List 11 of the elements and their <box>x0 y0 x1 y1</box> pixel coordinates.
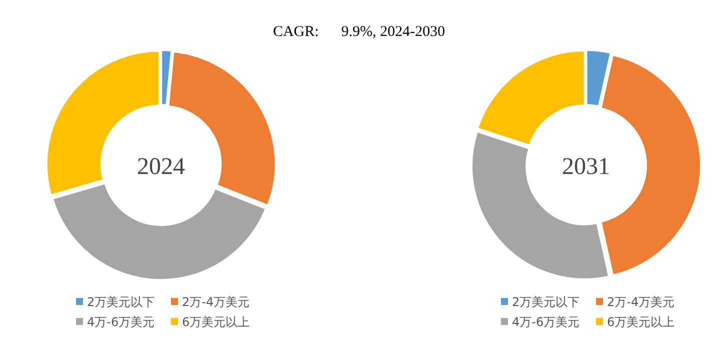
legend-label: 6万美元以上 <box>607 315 675 329</box>
text: CAGR: 9.9%, 2024-2030 <box>272 24 446 40</box>
legend-label: 4万-6万美元 <box>87 315 155 329</box>
legend-label: 2万美元以下 <box>87 295 155 309</box>
legend-label: 6万美元以上 <box>182 315 250 329</box>
legend-label: 2万-4万美元 <box>182 295 250 309</box>
text: 2031 <box>562 154 610 180</box>
text: 2024 <box>137 154 185 180</box>
legend-label: 4万-6万美元 <box>512 315 580 329</box>
legend-label: 2万-4万美元 <box>607 295 675 309</box>
legend-label: 2万美元以下 <box>512 295 580 309</box>
